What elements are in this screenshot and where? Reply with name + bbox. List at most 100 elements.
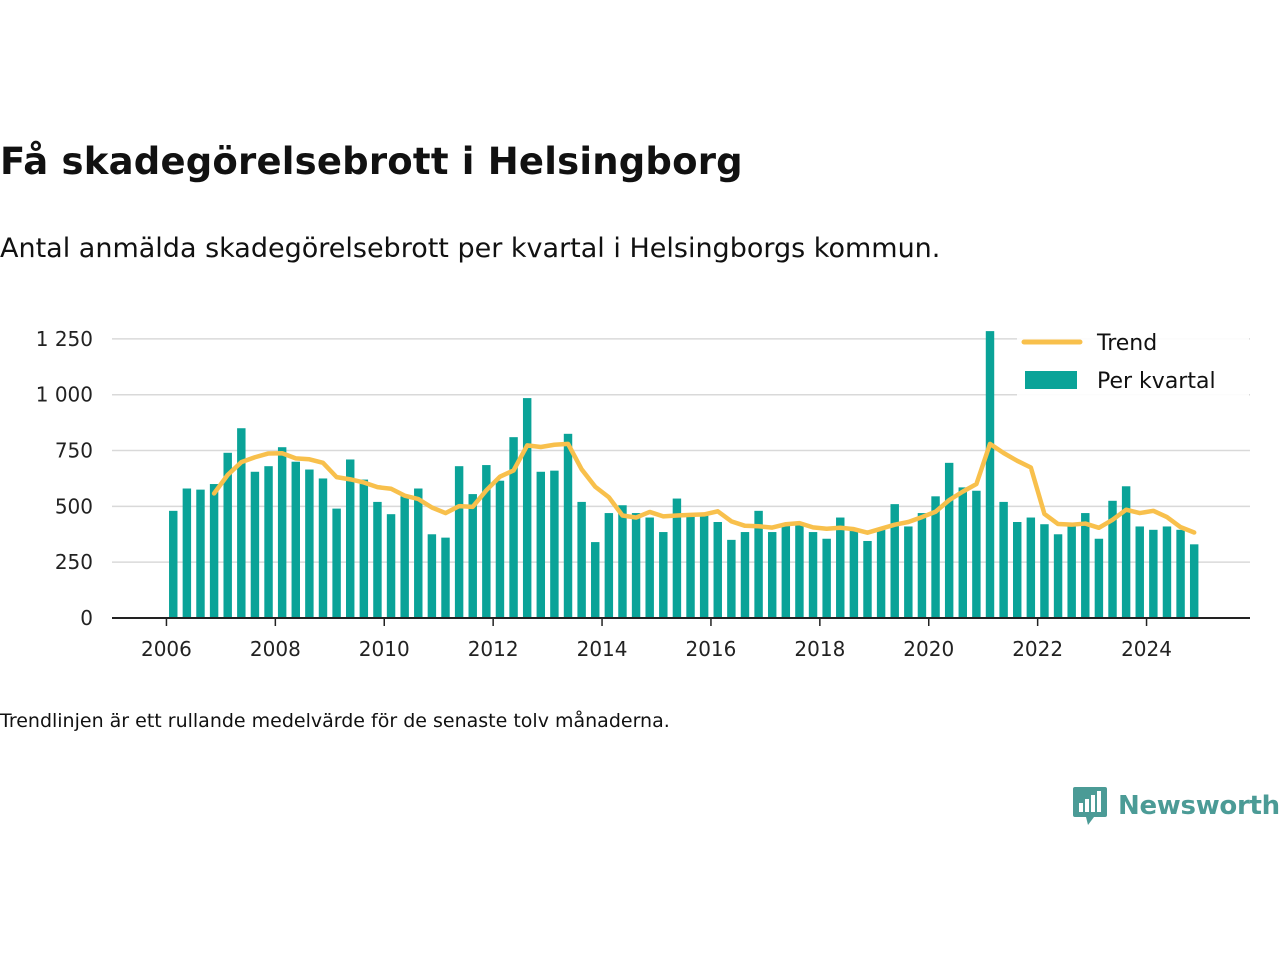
bar	[536, 471, 546, 618]
bar	[427, 534, 437, 618]
bar	[1081, 513, 1090, 618]
x-tick-label: 2018	[794, 637, 845, 661]
bar	[509, 437, 518, 618]
bar	[196, 489, 205, 618]
bar	[223, 452, 232, 618]
bar	[699, 514, 709, 618]
bar	[754, 510, 763, 618]
bar	[264, 466, 273, 618]
x-tick-label: 2020	[903, 637, 954, 661]
trend-line	[211, 441, 1197, 535]
bar	[468, 494, 477, 618]
bar	[345, 459, 355, 618]
bar	[781, 525, 791, 618]
brand-logo[interactable]: Newsworthy	[1072, 785, 1280, 827]
bar	[1013, 522, 1022, 618]
bar	[849, 530, 859, 618]
x-tick-label: 2008	[250, 637, 301, 661]
bar	[277, 447, 287, 618]
bar	[441, 537, 450, 618]
bar	[876, 527, 886, 618]
bar	[591, 542, 600, 618]
bar	[400, 496, 409, 618]
bar	[672, 498, 682, 618]
bar-series-per-kvartal	[169, 331, 1199, 618]
bar	[958, 487, 967, 618]
bar	[713, 522, 722, 618]
bar	[454, 466, 464, 618]
bar	[1067, 525, 1076, 618]
bar	[359, 479, 369, 618]
x-tick-label: 2012	[468, 637, 519, 661]
bar	[250, 471, 260, 618]
bar	[305, 469, 314, 618]
y-tick-label: 250	[55, 550, 93, 574]
bar	[795, 524, 804, 618]
legend: Trend Per kvartal	[1017, 320, 1249, 408]
bar	[332, 508, 341, 618]
x-tick-label: 2014	[577, 637, 628, 661]
footnote: Trendlinjen är ett rullande medelvärde f…	[0, 710, 670, 732]
brand-name: Newsworthy	[1118, 791, 1280, 821]
legend-background	[1017, 320, 1249, 408]
bar	[169, 510, 178, 618]
bar	[495, 480, 505, 618]
bar	[1149, 529, 1158, 618]
bar	[931, 496, 940, 618]
x-tick-label: 2024	[1121, 637, 1172, 661]
line-series-trend	[211, 441, 1197, 535]
bar	[822, 538, 831, 618]
y-tick-label: 1 250	[36, 327, 93, 351]
bar	[904, 526, 913, 618]
bar	[618, 505, 627, 618]
chart-title: Få skadegörelsebrott i Helsingborg	[0, 140, 743, 183]
bar	[645, 517, 654, 618]
bar	[740, 532, 750, 618]
bar	[318, 478, 328, 618]
bar	[1189, 544, 1199, 618]
bar	[1108, 500, 1117, 618]
y-tick-label: 0	[80, 606, 93, 630]
bar	[1121, 486, 1131, 618]
axes: 0 250 500 750 1 000 1 250 2006 2008 2010 2012 2014…	[36, 327, 1250, 661]
y-tick-label: 750	[55, 439, 93, 463]
bar	[836, 517, 845, 618]
chart-subtitle: Antal anmälda skadegörelsebrott per kvar…	[0, 233, 941, 264]
newsworthy-chart-bubble-icon	[1073, 787, 1107, 825]
bar	[386, 514, 396, 618]
bar	[209, 484, 219, 618]
bar	[727, 539, 736, 618]
bar	[1135, 526, 1144, 618]
bar	[522, 398, 532, 618]
bar	[999, 501, 1008, 618]
bar	[1162, 526, 1172, 618]
bar	[985, 331, 995, 618]
y-tick-label: 1 000	[36, 383, 93, 407]
legend-per-kvartal-label: Per kvartal	[1097, 369, 1216, 394]
bar	[972, 490, 981, 618]
x-tick-label: 2010	[359, 637, 410, 661]
bar	[808, 532, 818, 618]
bar	[1040, 524, 1049, 618]
bar	[563, 433, 573, 618]
bar	[659, 532, 668, 618]
bar	[686, 516, 695, 618]
bar	[1053, 534, 1063, 618]
chart-area: 0 250 500 750 1 000 1 250 2006 2008 2010 2012 2014…	[35, 320, 1250, 661]
bar	[182, 488, 192, 618]
bar	[863, 540, 872, 618]
bar	[577, 501, 586, 618]
bar	[1094, 538, 1104, 618]
x-tick-label: 2022	[1012, 637, 1063, 661]
bar	[414, 488, 423, 618]
bar	[237, 428, 246, 618]
bar	[1026, 517, 1036, 618]
bar	[944, 462, 954, 618]
bar	[1176, 529, 1185, 618]
bar	[631, 513, 641, 618]
bar	[373, 501, 382, 618]
x-tick-label: 2016	[685, 637, 736, 661]
bar	[890, 504, 899, 618]
x-tick-label: 2006	[141, 637, 192, 661]
bar	[550, 470, 559, 618]
